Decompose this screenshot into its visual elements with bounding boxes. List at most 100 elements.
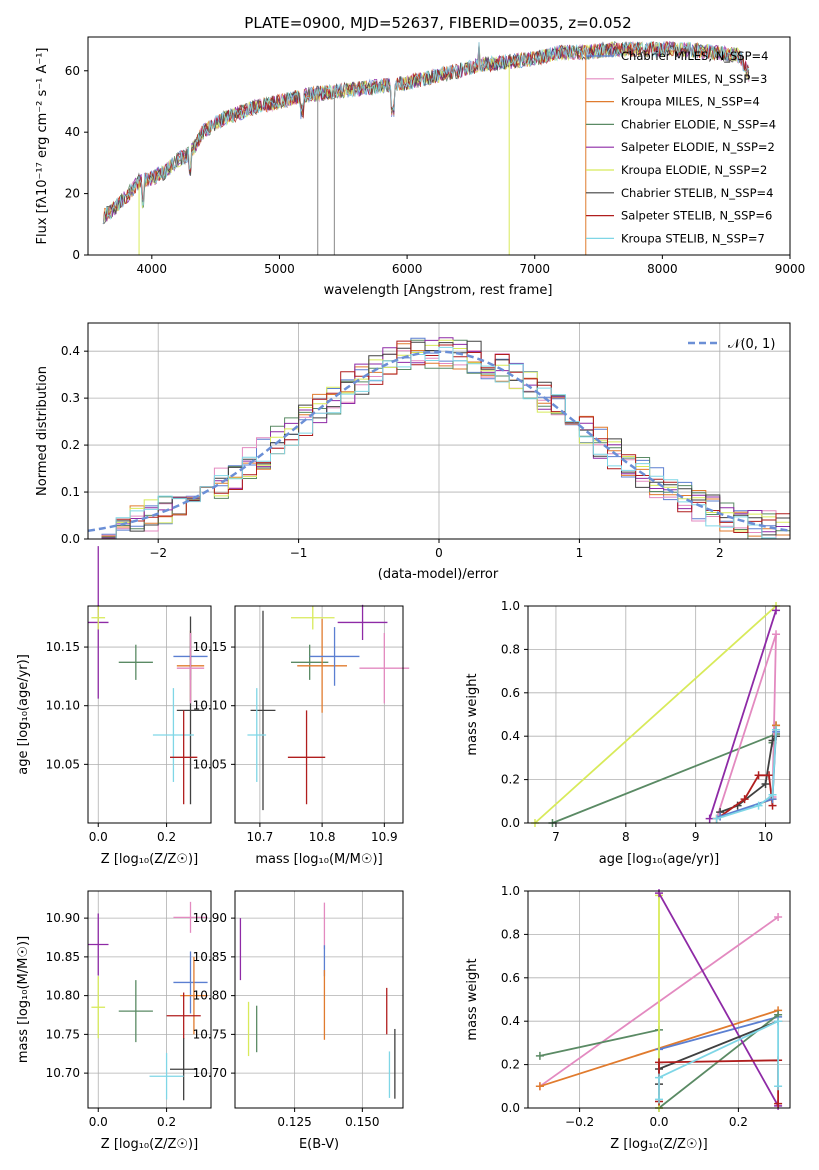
xlabel: Z [log₁₀(Z/Z☉)] xyxy=(101,1137,198,1152)
xtick-label: 0.2 xyxy=(157,830,176,844)
residual-ytick-label: 0.1 xyxy=(61,485,80,499)
ytick-label: 10.05 xyxy=(46,757,80,771)
ytick-label: 0.2 xyxy=(501,773,520,787)
residual-ytick-label: 0.4 xyxy=(61,344,80,358)
spectrum-xtick-label: 7000 xyxy=(519,262,550,276)
residual-ylabel: Normed distribution xyxy=(35,366,50,496)
legend-label-9: Kroupa STELIB, N_SSP=7 xyxy=(621,231,765,245)
weight-marker xyxy=(774,1017,783,1026)
spectrum-frame xyxy=(87,36,791,256)
residual-hist-9 xyxy=(88,346,790,540)
xtick-label: 8 xyxy=(622,830,630,844)
residual-ytick-label: 0.0 xyxy=(61,532,80,546)
panel-frame xyxy=(87,890,212,1109)
spectrum-xlabel: wavelength [Angstrom, rest frame] xyxy=(324,283,553,298)
ytick-label: 10.70 xyxy=(46,1066,80,1080)
legend-label-1: Chabrier MILES, N_SSP=4 xyxy=(621,49,768,63)
residual-xtick-label: −1 xyxy=(290,546,308,560)
panel-frame xyxy=(234,605,404,824)
weight-marker xyxy=(774,1082,783,1091)
weight-marker xyxy=(761,779,770,788)
legend-label-2: Salpeter MILES, N_SSP=3 xyxy=(621,72,767,86)
spectrum-xtick-label: 8000 xyxy=(647,262,678,276)
weight-marker xyxy=(772,725,781,734)
weight-marker xyxy=(712,814,721,823)
spectrum-xtick-label: 5000 xyxy=(264,262,295,276)
spectrum-panel: PLATE=0900, MJD=52637, FIBERID=0035, z=0… xyxy=(35,14,805,298)
ylabel: mass [log₁₀(M/M☉)] xyxy=(16,936,31,1063)
weight-marker xyxy=(774,913,783,922)
xtick-label: 0.2 xyxy=(157,1115,176,1129)
ytick-label: 10.10 xyxy=(46,699,80,713)
weight-marker xyxy=(535,1051,544,1060)
ytick-label: 10.15 xyxy=(46,640,80,654)
xlabel: mass [log₁₀(M/M☉)] xyxy=(255,852,382,867)
ytick-label: 10.90 xyxy=(46,911,80,925)
ytick-label: 10.85 xyxy=(193,950,227,964)
weight-marker xyxy=(655,1095,663,1104)
panel-frame xyxy=(234,890,404,1109)
xtick-label: 10.7 xyxy=(247,830,274,844)
ytick-label: 0.8 xyxy=(501,642,520,656)
ytick-label: 0.0 xyxy=(501,1101,520,1115)
ytick-label: 10.05 xyxy=(193,757,227,771)
ytick-label: 0.8 xyxy=(501,927,520,941)
xtick-label: 7 xyxy=(552,830,560,844)
weight-marker xyxy=(772,630,781,639)
ytick-label: 10.75 xyxy=(46,1027,80,1041)
residual-ytick-label: 0.3 xyxy=(61,391,80,405)
age-vs-mass-panel: 10.7 10.8 10.9 10.05 10.10 10.15 mass [log₁₀(M… xyxy=(193,604,410,867)
weight-marker xyxy=(765,771,774,780)
gaussian-legend-label: 𝒩(0, 1) xyxy=(728,337,775,352)
residual-xlabel: (data-model)/error xyxy=(378,567,499,582)
spectrum-title: PLATE=0900, MJD=52637, FIBERID=0035, z=0… xyxy=(244,14,631,32)
legend-label-4: Chabrier ELODIE, N_SSP=4 xyxy=(621,117,776,131)
massweight-vs-age-panel: 7 8 9 10 0.0 0.2 0.4 0.6 0.8 1.0 age [log₁₀(age/yr… xyxy=(465,599,791,867)
weight-marker xyxy=(655,1073,663,1082)
weight-marker xyxy=(535,1082,544,1091)
ytick-label: 0.4 xyxy=(501,1014,520,1028)
ytick-label: 1.0 xyxy=(501,884,520,898)
weight-marker xyxy=(740,795,749,804)
ytick-label: 0.6 xyxy=(501,686,520,700)
ytick-label: 0.6 xyxy=(501,971,520,985)
residual-xtick-label: −2 xyxy=(149,546,167,560)
spectrum-ytick-label: 0 xyxy=(72,248,80,262)
legend-label-7: Chabrier STELIB, N_SSP=4 xyxy=(621,186,773,200)
mass-vs-z-panel: 0.0 0.2 10.70 10.75 10.80 10.85 10.90 Z [log₁₀(… xyxy=(16,890,212,1152)
ylabel: mass weight xyxy=(465,958,480,1040)
spectrum-xtick-label: 4000 xyxy=(137,262,168,276)
ytick-label: 10.10 xyxy=(193,699,227,713)
mass-vs-ebv-panel: 0.125 0.150 10.70 10.75 10.80 10.85 10.90 E(B-V… xyxy=(193,890,404,1152)
xtick-label: 0.0 xyxy=(89,830,108,844)
legend-label-5: Salpeter ELODIE, N_SSP=2 xyxy=(621,140,775,154)
xtick-label: 10 xyxy=(758,830,773,844)
ytick-label: 10.70 xyxy=(193,1066,227,1080)
spectrum-xtick-label: 6000 xyxy=(392,262,423,276)
ylabel: mass weight xyxy=(465,673,480,755)
ytick-label: 1.0 xyxy=(501,599,520,613)
spectrum-ytick-label: 20 xyxy=(65,187,80,201)
weight-line-9 xyxy=(716,729,777,820)
spectrum-ytick-label: 60 xyxy=(65,64,80,78)
xtick-label: 9 xyxy=(692,830,700,844)
weight-line-4 xyxy=(715,633,777,819)
ytick-label: 0.0 xyxy=(501,816,520,830)
weight-marker xyxy=(705,814,714,823)
weight-line-6 xyxy=(658,892,779,1107)
spectrum-ytick-label: 40 xyxy=(65,125,80,139)
panel-frame xyxy=(87,605,212,824)
residual-xtick-label: 2 xyxy=(716,546,724,560)
residual-ytick-label: 0.2 xyxy=(61,438,80,452)
panel-frame xyxy=(527,890,791,1109)
legend-label-6: Kroupa ELODIE, N_SSP=2 xyxy=(621,163,767,177)
ytick-label: 10.80 xyxy=(193,989,227,1003)
ytick-label: 10.15 xyxy=(193,640,227,654)
ytick-label: 10.90 xyxy=(193,911,227,925)
xtick-label: 0.0 xyxy=(89,1115,108,1129)
xtick-label: 0.2 xyxy=(729,1115,748,1129)
xtick-label: 10.9 xyxy=(371,830,398,844)
weight-line-9 xyxy=(658,1019,779,1100)
weight-line-8 xyxy=(658,1059,779,1104)
